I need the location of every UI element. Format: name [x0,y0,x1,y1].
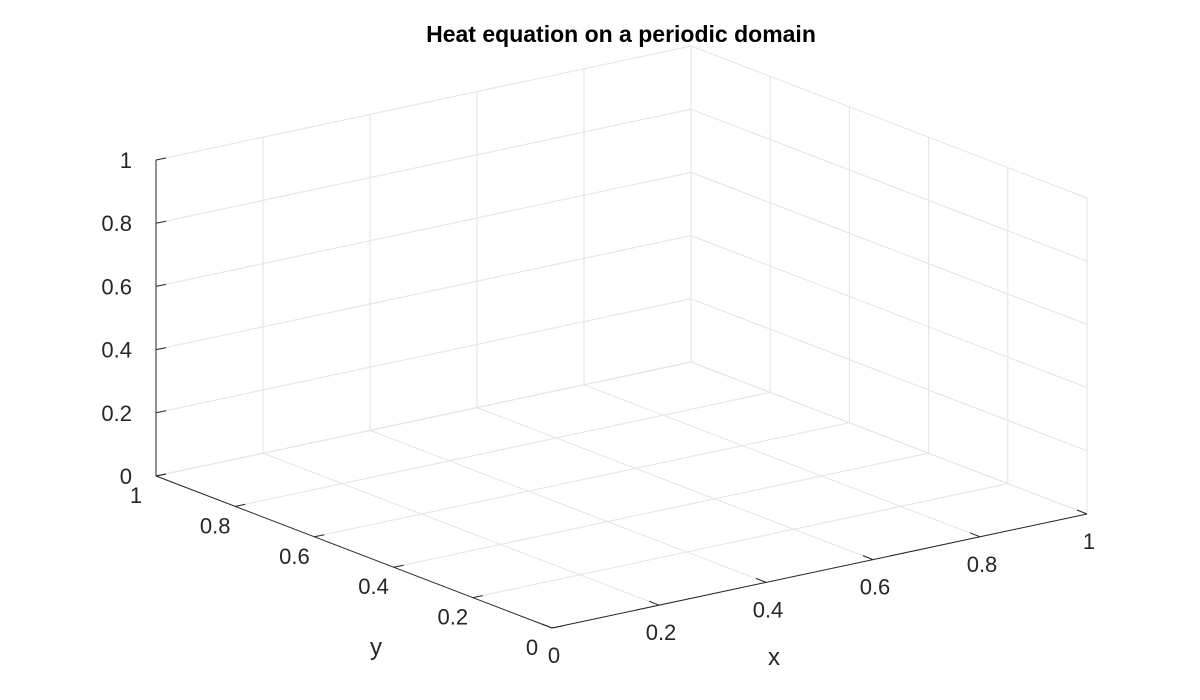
grid-line-back-z [155,171,692,287]
grid-line-back-z [155,108,692,224]
y-tick-mark [314,534,325,538]
x-tick-label: 0.4 [753,597,784,622]
grid-line-floor-x [583,384,981,538]
x-tick-label: 0 [548,643,560,668]
y-tick-label: 0 [526,635,538,660]
x-tick-label: 1 [1083,529,1095,554]
grid-line-floor-x [476,407,874,561]
z-tick-label: 1 [120,148,132,173]
y-tick-label: 0.8 [200,513,231,538]
x-tick-mark [1076,509,1088,515]
z-tick-label: 0.8 [101,211,132,236]
grid-line-back-z [155,361,692,477]
z-tick-label: 0.2 [101,401,132,426]
grid-line-back-z [155,45,692,161]
tick-labels: 00.20.40.60.8100.20.40.60.8100.20.40.60.… [101,148,1095,668]
chart-title: Heat equation on a periodic domain [426,21,816,47]
y-tick-label: 0.4 [358,574,389,599]
z-tick-mark [155,157,167,161]
x-tick-mark [648,600,660,606]
grid-line-side-z [690,361,1088,515]
grid-line-side-z [690,45,1088,199]
x-axis-line [551,513,1088,629]
grid-lines [155,45,1088,629]
x-tick-mark [541,623,553,629]
y-axis-label: y [370,634,382,661]
grid-line-floor-y [314,422,850,538]
grid-line-floor-x [369,429,767,583]
z-tick-label: 0.4 [101,338,132,363]
grid-line-floor-x [262,452,660,606]
x-tick-label: 0.6 [860,575,891,600]
z-tick-mark [155,410,167,414]
x-axis-label: x [768,644,780,671]
tick-marks [155,157,1088,629]
grid-line-side-z [690,171,1088,325]
x-tick-mark [969,532,981,538]
grid-line-floor-y [472,483,1008,599]
z-tick-label: 0.6 [101,274,132,299]
z-tick-mark [155,220,167,224]
y-tick-mark [235,503,246,507]
z-tick-mark [155,347,167,351]
z-tick-mark [155,283,167,287]
z-tick-label: 0 [120,464,132,489]
y-tick-label: 0.6 [279,544,310,569]
y-tick-label: 0.2 [438,605,469,630]
grid-line-side-z [690,298,1088,452]
grid-line-floor-y [235,391,771,507]
grid-line-side-z [690,235,1088,389]
grid-line-back-z [155,235,692,351]
y-tick-mark [472,595,483,599]
x-tick-mark [755,577,767,583]
z-tick-mark [155,473,167,477]
grid-line-floor-y [393,452,929,568]
y-tick-label: 1 [130,483,142,508]
y-axis-line [155,475,553,629]
grid-line-side-z [690,108,1088,262]
y-tick-mark [551,625,563,629]
axis-lines [155,160,1088,629]
x-tick-mark [862,555,874,561]
y-tick-mark [393,564,404,568]
x-tick-label: 0.8 [967,552,998,577]
grid-line-back-z [155,298,692,414]
x-tick-label: 0.2 [646,620,677,645]
